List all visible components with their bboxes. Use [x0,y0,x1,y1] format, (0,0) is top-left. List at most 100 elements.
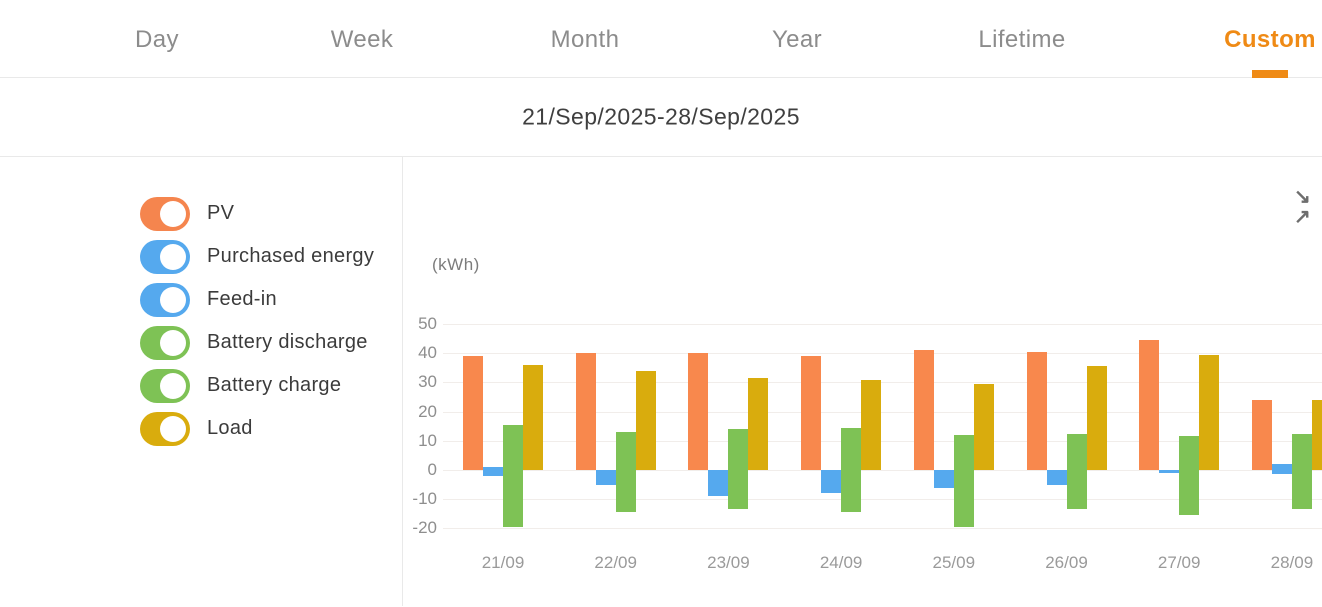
legend-item-feed-in: Feed-in [0,278,402,321]
bar-feed-in-25-09[interactable] [933,470,954,488]
toggle-battery-charge[interactable] [140,368,190,403]
bar-pv-21-09[interactable] [463,356,483,470]
y-tick-label-50: 50 [418,314,437,334]
bar-load-22-09[interactable] [635,370,656,470]
toggle-knob [160,415,186,442]
period-tabbar: Day Week Month Year Lifetime Custom [0,0,1322,78]
legend-item-pv: PV [0,192,402,235]
content-row: PV Purchased energy Feed-in Battery dischar… [0,157,1322,606]
bar-pv-28-09[interactable] [1251,399,1272,470]
bar-load-25-09[interactable] [973,383,994,470]
bar-feed-in-22-09[interactable] [595,470,616,485]
bar-battery-discharge-25-09[interactable] [953,434,974,470]
legend-item-load: Load [0,407,402,450]
bar-feed-in-26-09[interactable] [1046,470,1067,485]
gridline-y-40 [443,353,1322,355]
legend-item-purchased-energy: Purchased energy [0,235,402,278]
bar-battery-charge-26-09[interactable] [1066,470,1087,510]
toggle-knob [160,329,186,356]
x-tick-label-27-09: 27/09 [1157,553,1201,572]
x-tick-label-24-09: 24/09 [819,553,863,572]
y-tick-label-30: 30 [418,372,437,392]
bar-battery-charge-23-09[interactable] [728,470,749,510]
bar-pv-25-09[interactable] [913,350,934,470]
bar-feed-in-24-09[interactable] [821,470,842,494]
bar-pv-22-09[interactable] [575,353,596,470]
x-tick-label-28-09: 28/09 [1270,553,1314,572]
bar-feed-in-21-09[interactable] [483,470,503,476]
bar-battery-discharge-22-09[interactable] [615,432,636,470]
legend-label: Battery charge [207,374,342,396]
y-axis-unit-label: (kWh) [432,255,480,274]
x-tick-label-22-09: 22/09 [594,553,637,572]
tab-lifetime[interactable]: Lifetime [978,26,1066,53]
tab-week[interactable]: Week [330,26,394,53]
toggle-knob [160,200,186,227]
active-tab-indicator [1252,70,1288,78]
tab-custom[interactable]: Custom [1224,26,1316,53]
bar-battery-discharge-27-09[interactable] [1179,436,1200,470]
bar-battery-charge-24-09[interactable] [841,470,862,513]
collapse-chart-icon[interactable]: ↘ ↗ [1294,187,1322,231]
y-tick-label-10: 10 [418,430,437,450]
bar-purchased-energy-21-09[interactable] [483,467,503,470]
toggle-knob [160,243,186,270]
legend-item-battery-discharge: Battery discharge [0,321,402,364]
tab-day[interactable]: Day [135,26,179,53]
legend-label: PV [207,202,235,224]
x-tick-label-23-09: 23/09 [707,553,750,572]
bar-feed-in-27-09[interactable] [1159,470,1180,473]
gridline-y-10 [443,440,1322,442]
bar-feed-in-23-09[interactable] [708,470,729,497]
bar-battery-discharge-21-09[interactable] [503,424,523,470]
energy-bar-chart: (kWh) ↘ ↗ 50 40 30 20 10 0 -10 -20 21/09 22/09 23/… [403,157,1322,606]
bar-battery-discharge-24-09[interactable] [841,427,862,470]
bar-battery-discharge-28-09[interactable] [1291,433,1312,470]
x-tick-label-21-09: 21/09 [481,553,525,572]
y-tick-label--10: -10 [412,489,437,509]
bar-load-23-09[interactable] [748,378,769,470]
date-range-title: 21/Sep/2025-28/Sep/2025 [522,103,800,130]
toggle-battery-discharge[interactable] [140,325,190,360]
y-tick-label-40: 40 [418,343,437,363]
toggle-feed-in[interactable] [140,282,190,317]
bar-battery-charge-25-09[interactable] [953,470,974,527]
bar-load-28-09[interactable] [1311,399,1322,470]
series-legend-panel: PV Purchased energy Feed-in Battery dischar… [0,157,403,606]
y-tick-label--20: -20 [412,518,437,538]
bar-pv-24-09[interactable] [801,356,822,470]
bar-load-21-09[interactable] [523,364,543,470]
bar-battery-charge-22-09[interactable] [615,470,636,513]
gridline-y-50 [443,324,1322,326]
toggle-knob [160,372,186,399]
toggle-pv[interactable] [140,196,190,231]
bar-load-24-09[interactable] [861,379,882,470]
tab-year[interactable]: Year [771,26,823,53]
bar-feed-in-28-09[interactable] [1271,470,1292,475]
y-tick-label-0: 0 [427,460,437,479]
tab-month[interactable]: Month [550,26,620,53]
toggle-load[interactable] [140,411,190,446]
bar-purchased-energy-28-09[interactable] [1271,464,1292,470]
bar-pv-23-09[interactable] [688,353,709,470]
gridline-y-20 [443,411,1322,413]
bar-pv-26-09[interactable] [1026,351,1047,470]
toggle-knob [160,286,186,313]
date-range-header: 21/Sep/2025-28/Sep/2025 [0,78,1322,157]
legend-label: Feed-in [207,288,277,310]
gridline-y-30 [443,382,1322,384]
legend-item-battery-charge: Battery charge [0,364,402,407]
x-tick-label-25-09: 25/09 [932,553,976,572]
bar-load-27-09[interactable] [1199,354,1220,470]
arrow-down-right-icon: ↘ [1294,186,1311,208]
bar-battery-discharge-23-09[interactable] [728,429,749,470]
bar-load-26-09[interactable] [1086,366,1107,470]
bar-battery-charge-21-09[interactable] [503,470,523,527]
x-tick-label-26-09: 26/09 [1045,553,1088,572]
bar-battery-discharge-26-09[interactable] [1066,433,1087,470]
toggle-purchased-energy[interactable] [140,239,190,274]
arrow-up-right-icon: ↗ [1294,206,1311,228]
bar-pv-27-09[interactable] [1139,340,1160,470]
bar-battery-charge-28-09[interactable] [1291,470,1312,510]
bar-battery-charge-27-09[interactable] [1179,470,1200,516]
